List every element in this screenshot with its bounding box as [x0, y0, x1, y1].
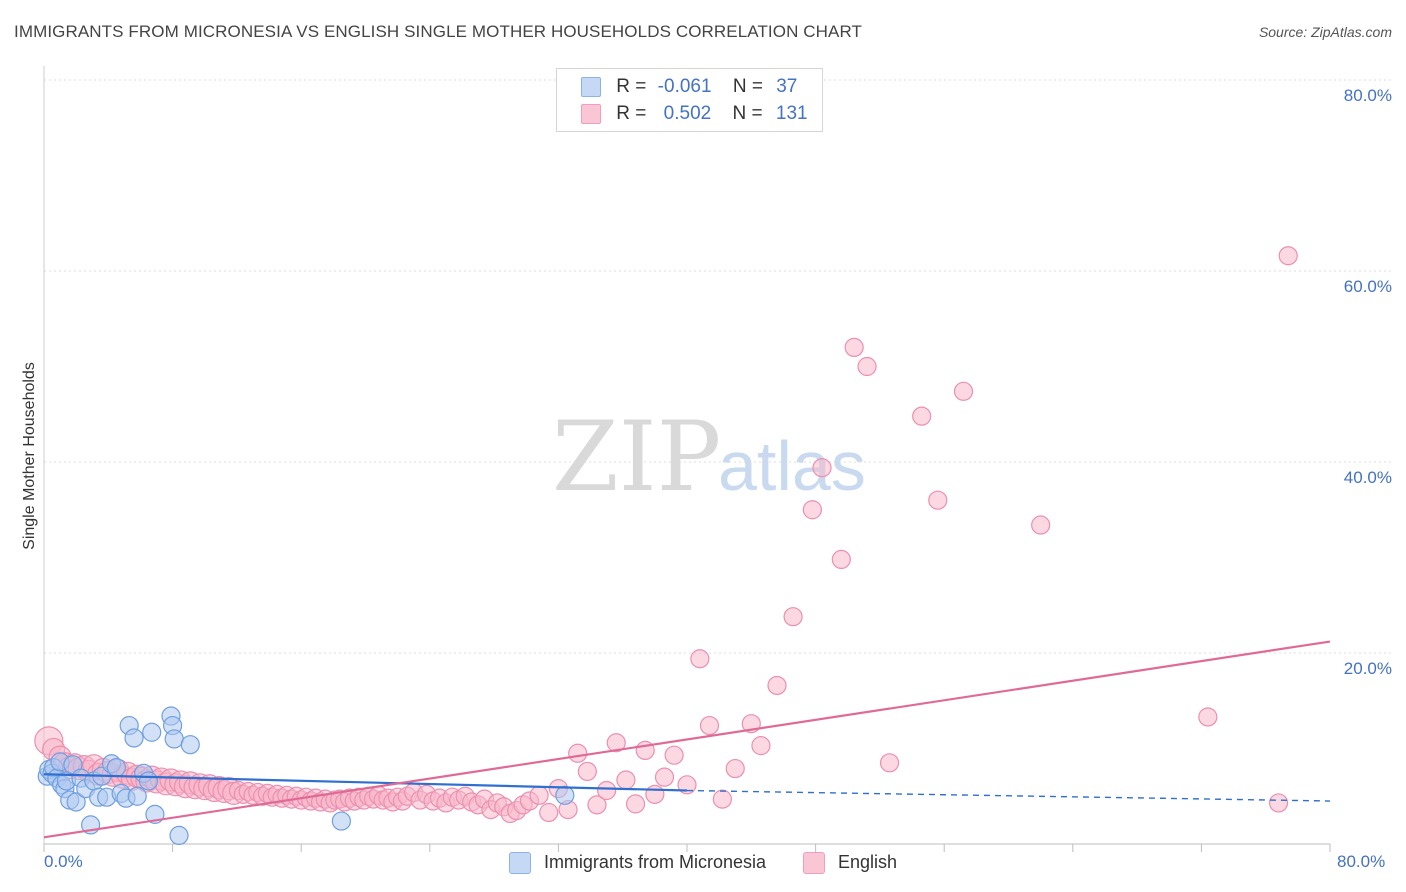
watermark-zip: ZIP: [552, 401, 721, 513]
english-point-120: [831, 549, 851, 570]
x-tick-min: 0.0%: [44, 852, 83, 871]
watermark-atlas: atlas: [718, 427, 866, 505]
english-trend-line: [43, 640, 1331, 839]
micronesia-trend-extension: [686, 789, 1331, 802]
y-tick-label-2: 60.0%: [1343, 277, 1392, 296]
english-point-107: [654, 767, 675, 787]
legend-n-value-1: 37: [776, 76, 798, 97]
english-point-101: [597, 780, 617, 801]
english-point-100: [587, 795, 607, 815]
micronesia-point-36: [555, 785, 575, 805]
micronesia-points: [37, 706, 575, 846]
micronesia-point-28: [142, 722, 162, 742]
legend-swatch-english: [803, 852, 825, 875]
english-point-129: [1268, 793, 1289, 813]
legend-r-label: R =: [616, 76, 647, 97]
english-point-118: [802, 500, 822, 520]
legend-n-label: N =: [732, 76, 763, 97]
english-point-117: [783, 607, 803, 627]
y-tick-label-0: 20.0%: [1343, 659, 1392, 678]
legend-row-english: R = 0.502 N = 131: [581, 101, 808, 127]
english-point-106: [645, 784, 665, 804]
legend-r-label: R =: [616, 103, 647, 124]
english-point-104: [625, 794, 646, 814]
legend-label-micronesia: Immigrants from Micronesia: [543, 852, 766, 873]
english-point-128: [1278, 246, 1298, 266]
english-point-119: [812, 458, 832, 478]
legend-n-value-2: 131: [775, 103, 808, 124]
x-axis-ticks: [43, 844, 1331, 852]
english-point-111: [699, 715, 720, 736]
english-point-112: [712, 789, 732, 809]
legend-swatch-blue: [581, 76, 601, 97]
legend-n-label: N =: [732, 103, 763, 124]
chart-title: IMMIGRANTS FROM MICRONESIA VS ENGLISH SI…: [14, 22, 863, 41]
legend-swatch-pink: [581, 103, 601, 124]
legend-swatch-micronesia: [508, 852, 531, 875]
english-point-125: [928, 490, 948, 510]
english-point-124: [912, 406, 932, 426]
series-legend: Immigrants from Micronesia English: [0, 852, 1406, 875]
micronesia-point-25: [127, 786, 147, 806]
legend-item-english[interactable]: English: [803, 852, 898, 875]
english-point-109: [677, 775, 697, 795]
english-point-102: [606, 733, 626, 753]
y-tick-label-3: 80.0%: [1343, 86, 1392, 105]
legend-r-value-2: 0.502: [663, 103, 712, 124]
english-point-94: [529, 785, 549, 805]
english-point-99: [577, 761, 597, 782]
micronesia-trend-line: [43, 773, 688, 792]
correlation-legend: R = -0.061 N = 37 R = 0.502 N = 131: [556, 68, 823, 132]
micronesia-point-24: [124, 728, 144, 748]
micronesia-point-32: [164, 729, 184, 749]
micronesia-point-20: [106, 757, 126, 778]
legend-item-micronesia[interactable]: Immigrants from Micronesia: [508, 852, 766, 875]
legend-row-micronesia: R = -0.061 N = 37: [581, 74, 797, 100]
english-point-108: [664, 745, 684, 765]
micronesia-point-33: [169, 825, 189, 846]
micronesia-point-34: [180, 735, 200, 755]
english-point-122: [857, 356, 877, 377]
micronesia-point-11: [66, 792, 86, 812]
english-point-113: [725, 758, 745, 779]
english-point-121: [844, 337, 864, 357]
english-point-95: [539, 802, 559, 823]
trend-lines: [43, 640, 1331, 839]
english-point-110: [690, 649, 710, 669]
legend-r-value-1: -0.061: [657, 76, 712, 97]
english-point-116: [767, 675, 787, 696]
english-point-126: [953, 381, 974, 401]
english-point-115: [751, 736, 771, 756]
english-point-103: [616, 770, 636, 790]
source-credit: Source: ZipAtlas.com: [1258, 24, 1392, 40]
english-point-123: [879, 753, 900, 773]
english-point-98: [568, 743, 588, 763]
micronesia-point-35: [331, 811, 351, 831]
x-tick-max: 80.0%: [1337, 852, 1386, 871]
english-point-130: [1198, 707, 1218, 727]
english-points: [34, 246, 1298, 824]
y-tick-label-1: 40.0%: [1343, 468, 1392, 487]
english-point-127: [1031, 515, 1051, 535]
micronesia-point-27: [138, 771, 159, 791]
legend-label-english: English: [838, 852, 898, 873]
